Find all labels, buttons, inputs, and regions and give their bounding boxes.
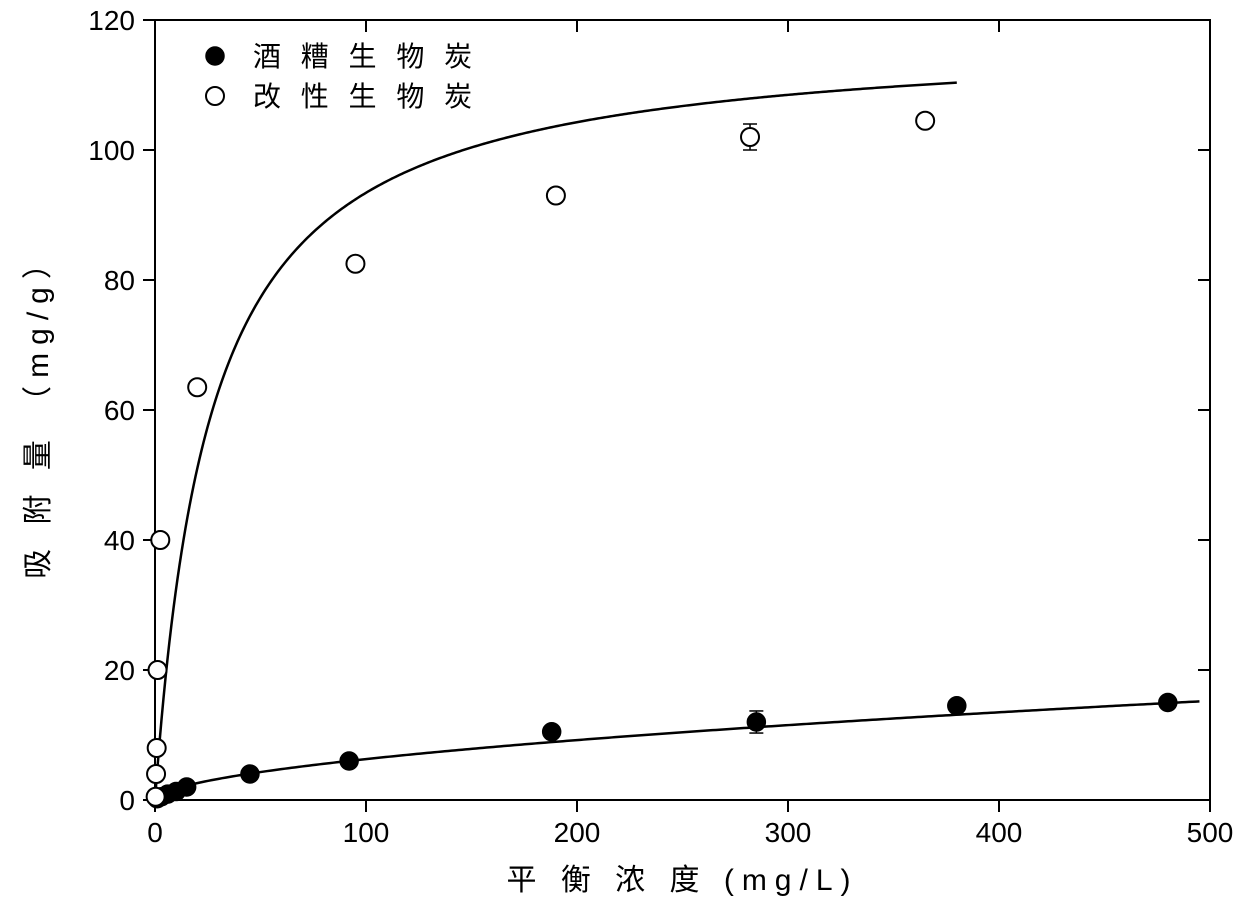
x-tick-label: 300 — [765, 817, 812, 848]
data-marker — [916, 112, 934, 130]
data-marker — [346, 255, 364, 273]
plot-frame — [155, 20, 1210, 800]
y-tick-label: 80 — [104, 265, 135, 296]
x-tick-label: 200 — [554, 817, 601, 848]
data-marker — [147, 765, 165, 783]
y-tick-label: 60 — [104, 395, 135, 426]
data-marker — [241, 765, 259, 783]
x-tick-label: 500 — [1187, 817, 1234, 848]
y-tick-label: 100 — [88, 135, 135, 166]
x-tick-label: 400 — [976, 817, 1023, 848]
chart-container: 0 100 200 300 400 500 0 20 40 60 80 100 120 平 衡 浓 度 (… — [0, 0, 1240, 916]
data-marker — [948, 697, 966, 715]
fit-curve-grain — [156, 701, 1199, 797]
y-tick-label: 120 — [88, 5, 135, 36]
data-marker — [1159, 694, 1177, 712]
legend-label: 改 性 生 物 炭 — [253, 81, 478, 112]
data-marker — [340, 752, 358, 770]
data-marker — [151, 531, 169, 549]
x-tick-label: 100 — [343, 817, 390, 848]
data-marker — [547, 187, 565, 205]
data-marker — [178, 778, 196, 796]
y-tick-label: 20 — [104, 655, 135, 686]
y-axis-label: 吸 附 量 （mg/g） — [22, 241, 55, 579]
data-marker — [543, 723, 561, 741]
y-tick-label: 0 — [119, 785, 135, 816]
x-tick-label: 0 — [147, 817, 163, 848]
data-marker — [741, 128, 759, 146]
data-marker — [147, 788, 165, 806]
data-marker — [747, 713, 765, 731]
legend-marker — [206, 87, 224, 105]
y-tick-label: 40 — [104, 525, 135, 556]
adsorption-chart: 0 100 200 300 400 500 0 20 40 60 80 100 120 平 衡 浓 度 (… — [0, 0, 1240, 916]
x-axis-label: 平 衡 浓 度 (mg/L) — [506, 864, 858, 897]
data-marker — [148, 739, 166, 757]
legend-marker — [206, 47, 224, 65]
data-marker — [149, 661, 167, 679]
legend-label: 酒 糟 生 物 炭 — [253, 41, 478, 72]
data-marker — [188, 378, 206, 396]
